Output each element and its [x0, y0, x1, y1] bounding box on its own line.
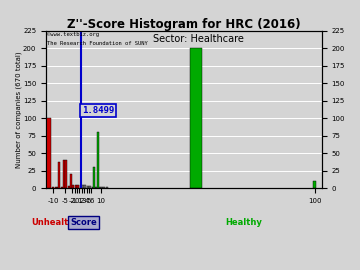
Bar: [89, 186, 91, 188]
Text: The Research Foundation of SUNY: The Research Foundation of SUNY: [46, 41, 147, 46]
Bar: [72, 185, 75, 188]
Text: 1.8499: 1.8499: [82, 106, 114, 115]
Y-axis label: Number of companies (670 total): Number of companies (670 total): [15, 51, 22, 168]
Bar: [190, 48, 202, 188]
Bar: [97, 132, 99, 188]
Bar: [84, 185, 86, 188]
Bar: [60, 187, 63, 188]
Bar: [52, 187, 54, 188]
Bar: [96, 187, 98, 188]
Bar: [80, 185, 81, 188]
Text: Healthy: Healthy: [225, 218, 262, 227]
Bar: [75, 185, 77, 188]
Bar: [91, 187, 93, 188]
Bar: [55, 187, 57, 188]
Bar: [93, 167, 95, 188]
Bar: [94, 187, 96, 188]
Bar: [87, 186, 89, 188]
Bar: [46, 118, 51, 188]
Bar: [106, 187, 108, 188]
Bar: [99, 187, 100, 188]
Bar: [57, 187, 59, 188]
Bar: [66, 160, 67, 188]
Bar: [68, 186, 69, 188]
Bar: [82, 185, 84, 188]
Bar: [101, 187, 103, 188]
Bar: [103, 187, 105, 188]
Text: ©www.textbiz.org: ©www.textbiz.org: [46, 32, 99, 37]
Text: Unhealthy: Unhealthy: [31, 218, 80, 227]
Text: Sector: Healthcare: Sector: Healthcare: [153, 34, 243, 44]
Text: Score: Score: [71, 218, 97, 227]
Title: Z''-Score Histogram for HRC (2016): Z''-Score Histogram for HRC (2016): [67, 18, 301, 31]
Bar: [58, 162, 60, 188]
Bar: [70, 174, 72, 188]
Bar: [63, 160, 65, 188]
Bar: [313, 181, 316, 188]
Bar: [77, 185, 79, 188]
